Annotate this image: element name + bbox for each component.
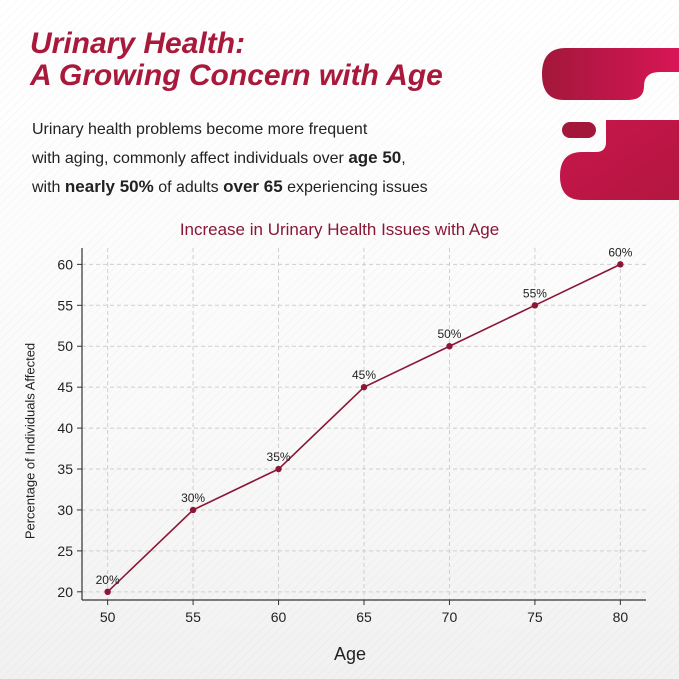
- intro-paragraph: Urinary health problems become more freq…: [32, 116, 428, 202]
- x-tick-label: 70: [442, 609, 458, 625]
- data-point: [446, 343, 453, 350]
- intro-text: of adults: [153, 179, 224, 196]
- swoosh-bottom: [560, 120, 679, 200]
- intro-text: ,: [401, 150, 406, 167]
- intro-highlight: age 50: [348, 148, 402, 167]
- data-point: [360, 383, 368, 391]
- y-tick-label: 45: [57, 379, 73, 395]
- decorative-swoosh-graphic: [542, 48, 679, 200]
- y-tick-label: 20: [57, 584, 73, 600]
- swoosh-top: [542, 48, 679, 100]
- page-title: Urinary Health: A Growing Concern with A…: [30, 28, 443, 92]
- page-title-line-1: Urinary Health:: [30, 27, 246, 60]
- x-tick-label: 60: [271, 609, 287, 625]
- swoosh-dot: [562, 122, 596, 138]
- intro-line-1: Urinary health problems become more freq…: [32, 116, 428, 144]
- y-tick-label: 35: [57, 461, 73, 477]
- data-label: 55%: [523, 286, 547, 300]
- y-tick-label: 30: [57, 502, 73, 518]
- data-label: 45%: [352, 368, 376, 382]
- y-tick-label: 40: [57, 420, 73, 436]
- x-tick-label: 50: [100, 609, 116, 625]
- data-label: 20%: [96, 573, 120, 587]
- x-tick-label: 75: [527, 609, 543, 625]
- y-tick-label: 60: [57, 256, 73, 272]
- x-axis-label: Age: [333, 644, 367, 664]
- chart-title: Increase in Urinary Health Issues with A…: [179, 220, 500, 239]
- data-label: 30%: [181, 491, 205, 505]
- intro-text: with: [32, 179, 65, 196]
- y-tick-label: 55: [57, 297, 73, 313]
- data-point: [275, 465, 282, 473]
- y-tick-label: 50: [57, 338, 73, 354]
- x-tick-label: 55: [185, 609, 201, 625]
- x-tick-label: 80: [613, 609, 629, 625]
- intro-text: with aging, commonly affect individuals …: [32, 150, 349, 167]
- intro-line-2: with aging, commonly affect individuals …: [32, 144, 428, 173]
- intro-text: Urinary health problems become more freq…: [32, 121, 368, 138]
- x-tick-label: 65: [356, 609, 372, 625]
- intro-line-3: with nearly 50% of adults over 65 experi…: [32, 173, 428, 202]
- data-label: 60%: [608, 245, 632, 259]
- data-point: [617, 261, 624, 268]
- intro-highlight: over 65: [223, 177, 283, 196]
- intro-text: experiencing issues: [282, 179, 428, 196]
- data-label: 35%: [267, 450, 291, 464]
- data-point: [104, 588, 111, 596]
- data-point: [531, 302, 539, 309]
- page-title-line-2: A Growing Concern with Age: [30, 59, 443, 92]
- y-tick-label: 25: [57, 543, 73, 559]
- intro-highlight: nearly 50%: [64, 177, 154, 196]
- data-point: [189, 506, 197, 514]
- data-label: 50%: [437, 327, 461, 341]
